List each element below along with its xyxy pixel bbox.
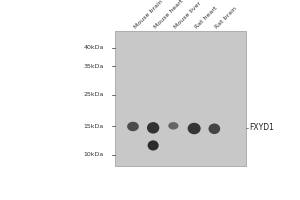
Ellipse shape xyxy=(148,140,159,151)
Text: Mouse brain: Mouse brain xyxy=(133,0,164,30)
Ellipse shape xyxy=(188,123,201,134)
Text: Rat heart: Rat heart xyxy=(194,6,218,30)
Text: 40kDa: 40kDa xyxy=(83,45,104,50)
Text: Mouse heart: Mouse heart xyxy=(153,0,184,30)
Ellipse shape xyxy=(127,122,139,131)
Text: Mouse liver: Mouse liver xyxy=(173,1,202,30)
Text: 15kDa: 15kDa xyxy=(83,124,104,129)
Text: 10kDa: 10kDa xyxy=(83,152,104,157)
Ellipse shape xyxy=(147,122,159,134)
Text: 25kDa: 25kDa xyxy=(83,92,104,97)
Ellipse shape xyxy=(168,122,178,130)
Text: 35kDa: 35kDa xyxy=(83,64,104,69)
Ellipse shape xyxy=(208,123,220,134)
Text: FXYD1: FXYD1 xyxy=(249,123,274,132)
Bar xyxy=(116,31,246,166)
Text: Rat brain: Rat brain xyxy=(214,6,238,30)
